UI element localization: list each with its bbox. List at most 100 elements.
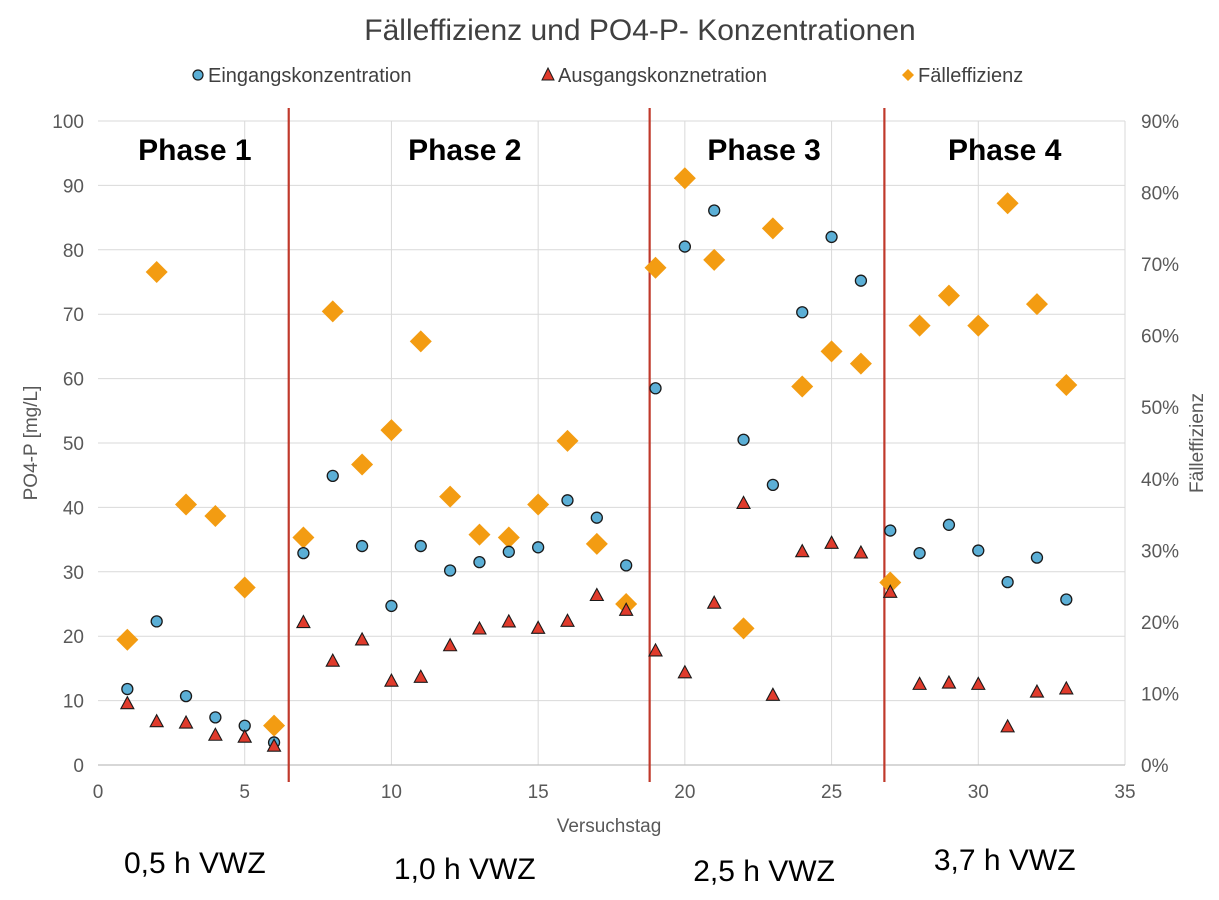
outlet-concentration-point: [442, 637, 458, 652]
phase-label: Phase 3: [707, 134, 820, 167]
efficiency-point: [175, 493, 198, 516]
outlet-concentration-point: [1000, 718, 1016, 733]
inlet-concentration-point: [620, 559, 633, 572]
efficiency-point: [1025, 293, 1048, 316]
phase-label: Phase 4: [948, 134, 1062, 167]
outlet-concentration-point: [1058, 680, 1074, 695]
grid: [98, 120, 1126, 765]
y-tick-label: 70: [63, 305, 84, 326]
y-tick-label: 10: [63, 692, 84, 713]
outlet-concentration-point: [560, 613, 575, 627]
inlet-concentration-point: [737, 433, 750, 446]
outlet-concentration-point: [824, 535, 839, 549]
outlet-concentration-point: [794, 543, 810, 558]
y2-axis-label: Fälleffizienz: [1187, 393, 1208, 493]
inlet-concentration-point: [355, 539, 369, 553]
outlet-concentration-point: [178, 714, 194, 729]
efficiency-point: [439, 485, 462, 508]
efficiency-point: [409, 330, 432, 353]
y-tick-label: 30: [63, 563, 84, 584]
x-tick-label: 15: [528, 782, 549, 803]
y2-tick-label: 0%: [1141, 756, 1169, 777]
efficiency-point: [351, 453, 374, 476]
inlet-concentration-point: [649, 382, 662, 395]
phase-label: Phase 1: [138, 134, 251, 167]
inlet-concentration-point: [473, 555, 486, 569]
outlet-concentration-point: [853, 544, 869, 559]
outlet-concentration-point: [589, 587, 605, 602]
legend-label-eingang: Eingangskonzentration: [208, 65, 411, 87]
inlet-concentration-point: [796, 306, 809, 319]
efficiency-point: [1055, 374, 1078, 397]
outlet-concentration-point: [295, 614, 311, 629]
outlet-concentration-point: [677, 664, 693, 679]
outlet-concentration-point: [1029, 683, 1045, 698]
outlet-concentration-point: [472, 620, 487, 635]
y-axis-label: PO4-P [mg/L]: [21, 386, 42, 501]
efficiency-point: [937, 284, 960, 307]
outlet-concentration-point: [736, 495, 751, 509]
y2-tick-label: 80%: [1141, 184, 1179, 205]
inlet-concentration-point: [1030, 551, 1044, 564]
y-tick-label: 100: [52, 112, 84, 133]
inlet-concentration-point: [972, 544, 985, 557]
outlet-concentration-point: [765, 687, 781, 701]
y2-tick-label: 70%: [1141, 255, 1179, 276]
inlet-concentration-point: [502, 545, 515, 558]
y2-tick-label: 50%: [1141, 398, 1179, 419]
x-tick-label: 25: [821, 782, 842, 803]
data-points: [116, 167, 1078, 752]
efficiency-point: [761, 217, 784, 240]
legend-label-ausgang: Ausgangskonznetration: [558, 65, 767, 87]
efficiency-point: [556, 429, 579, 452]
inlet-concentration-point: [150, 615, 163, 628]
inlet-concentration-point: [561, 494, 574, 507]
efficiency-point: [908, 314, 931, 337]
outlet-concentration-point: [325, 653, 341, 667]
efficiency-point: [497, 526, 520, 549]
inlet-concentration-point: [1060, 593, 1073, 606]
efficiency-point: [204, 504, 227, 527]
efficiency-point: [673, 167, 696, 190]
outlet-concentration-point: [618, 602, 634, 616]
outlet-concentration-point: [501, 613, 517, 628]
inlet-concentration-point: [708, 204, 721, 217]
y-tick-label: 50: [63, 434, 84, 455]
efficiency-point: [468, 523, 491, 546]
y2-tick-label: 40%: [1141, 470, 1179, 491]
y-tick-label: 60: [63, 370, 84, 391]
inlet-concentration-point: [913, 546, 926, 560]
outlet-concentration-point: [149, 713, 165, 728]
outlet-concentration-point: [912, 676, 928, 690]
inlet-concentration-point: [121, 682, 134, 696]
inlet-concentration-point: [766, 478, 780, 492]
inlet-concentration-point: [179, 689, 193, 703]
outlet-concentration-point: [354, 631, 370, 646]
x-tick-label: 35: [1114, 782, 1135, 803]
efficiency-point: [996, 192, 1019, 215]
y-tick-label: 90: [63, 176, 84, 197]
inlet-concentration-point: [825, 230, 838, 244]
efficiency-point: [116, 628, 139, 651]
x-tick-label: 5: [239, 782, 250, 803]
efficiency-point: [791, 375, 814, 398]
inlet-concentration-point: [678, 240, 692, 253]
efficiency-point: [732, 617, 755, 640]
inlet-concentration-point: [942, 518, 956, 531]
outlet-concentration-point: [970, 676, 986, 690]
chart-title: Fälleffizienz und PO4-P- Konzentrationen: [364, 14, 915, 47]
y-tick-label: 40: [63, 498, 84, 519]
efficiency-point: [849, 352, 872, 375]
inlet-concentration-point: [884, 524, 897, 537]
x-axis-label: Versuchstag: [557, 816, 662, 837]
efficiency-point: [644, 256, 667, 279]
outlet-concentration-point: [530, 620, 546, 634]
inlet-concentration-point: [531, 541, 545, 554]
phase-dividers: [287, 108, 886, 782]
residence-time-label: 0,5 h VWZ: [124, 847, 266, 880]
y2-tick-label: 90%: [1141, 112, 1179, 133]
efficiency-point: [380, 419, 403, 442]
inlet-concentration-point: [385, 599, 398, 613]
outlet-concentration-point: [941, 674, 957, 689]
